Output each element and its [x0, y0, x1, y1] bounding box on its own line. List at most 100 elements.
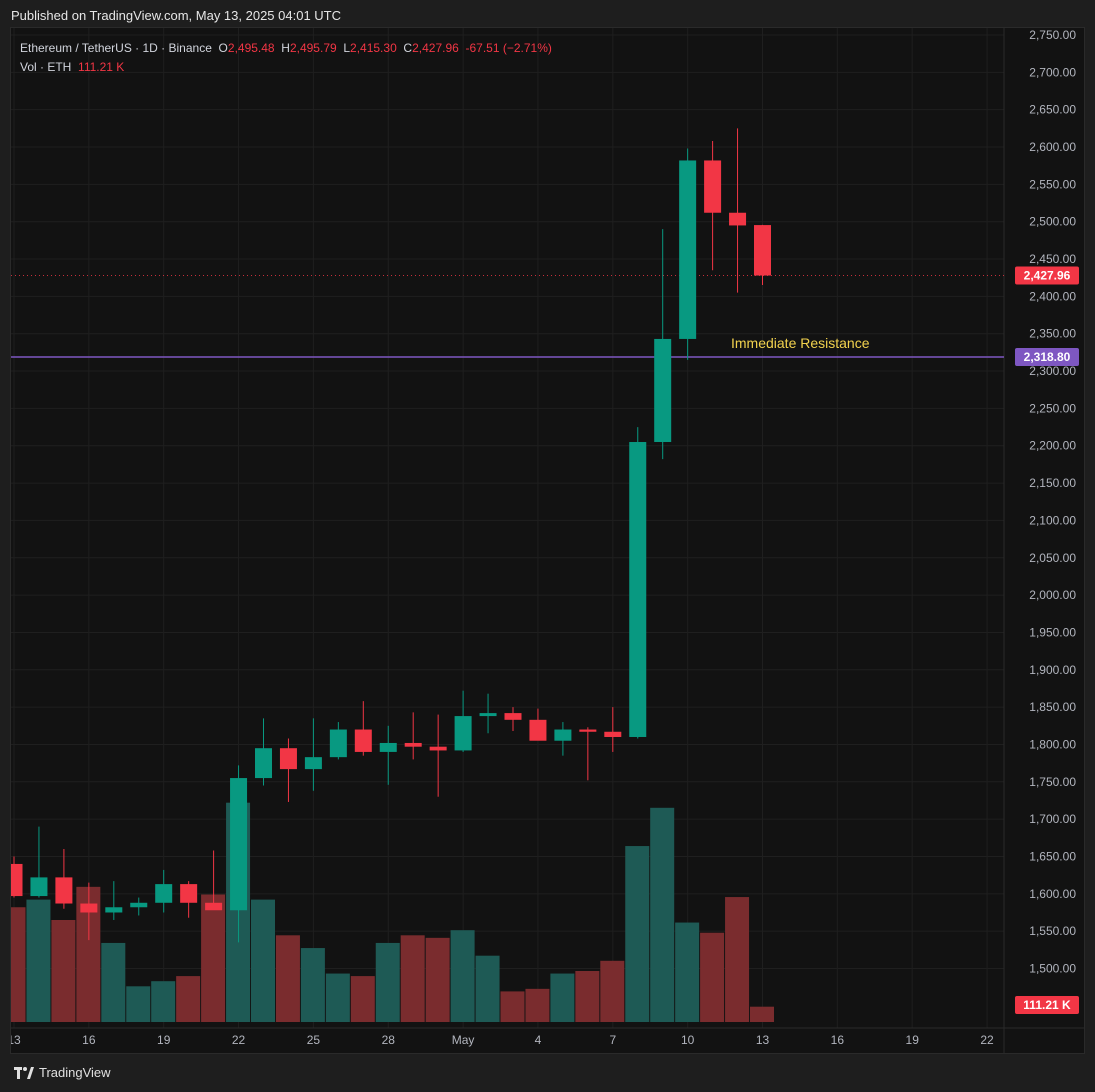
candle [429, 714, 447, 797]
legend-high-label: H [281, 41, 290, 55]
price-tick-label: 2,200.00 [1029, 439, 1076, 453]
candle-body [754, 225, 771, 276]
volume-bar [101, 942, 126, 1022]
legend-volume-label[interactable]: Vol · ETH [20, 60, 72, 74]
candle [180, 881, 198, 918]
volume-bar [251, 899, 275, 1022]
volume-bar [11, 907, 26, 1022]
price-tick-label: 1,700.00 [1029, 812, 1076, 826]
legend-open: 2,495.48 [227, 41, 275, 55]
candle-body [80, 903, 98, 913]
candle [679, 148, 697, 360]
volume-bar [151, 981, 176, 1022]
candle [205, 850, 223, 911]
legend-symbol[interactable]: Ethereum / TetherUS · 1D · Binance [20, 41, 212, 55]
time-tick-label: 16 [831, 1033, 845, 1047]
candle [130, 897, 148, 916]
candle-body [354, 729, 372, 752]
price-tick-label: 2,350.00 [1029, 327, 1076, 341]
time-tick-label: 28 [382, 1033, 396, 1047]
legend-low-label: L [343, 41, 351, 55]
price-tick-label: 1,900.00 [1029, 663, 1076, 677]
volume-bar [176, 976, 201, 1022]
brand-name: TradingView [39, 1065, 111, 1080]
candle-body [454, 716, 472, 751]
legend-line-price: Ethereum / TetherUS · 1D · Binance O2,49… [20, 39, 552, 58]
volume-bar [325, 973, 350, 1022]
legend-close: 2,427.96 [412, 41, 459, 55]
volume-bar [625, 846, 650, 1022]
candle [30, 826, 48, 898]
price-tick-label: 2,250.00 [1029, 401, 1076, 415]
candle [230, 765, 248, 943]
candle-body [255, 748, 272, 779]
legend-line-volume: Vol · ETH 111.21 K [20, 58, 552, 77]
time-tick-label: 19 [906, 1033, 920, 1047]
candle [55, 849, 73, 909]
candle-body [230, 778, 248, 911]
volume-bar [525, 988, 550, 1022]
brand-footer[interactable]: TradingView [14, 1065, 111, 1080]
candlestick-chart[interactable]: Immediate Resistance 2,750.00 2,700.00 2,65… [11, 28, 1084, 1053]
candle [554, 722, 572, 756]
time-tick-label: 25 [307, 1033, 321, 1047]
legend-low: 2,415.30 [350, 41, 397, 55]
volume-bar [650, 807, 675, 1022]
candle [704, 141, 722, 271]
candle [404, 712, 422, 760]
candle-body [11, 863, 23, 897]
candle [11, 856, 23, 898]
volume-bar [600, 960, 625, 1022]
candle-body [479, 713, 497, 717]
volume-bar [550, 973, 575, 1022]
time-tick-label: 16 [82, 1033, 96, 1047]
legend-volume: 111.21 K [78, 60, 125, 74]
current-price-badge-text: 2,427.96 [1024, 268, 1071, 282]
legend-high: 2,495.79 [289, 41, 337, 55]
candle-body [554, 729, 572, 741]
candle [255, 718, 272, 786]
volume-bar [675, 922, 700, 1022]
candle [304, 718, 322, 791]
price-tick-label: 2,000.00 [1029, 588, 1076, 602]
price-tick-label: 2,750.00 [1029, 28, 1076, 42]
price-tick-label: 1,850.00 [1029, 700, 1076, 714]
candle-body [729, 212, 747, 226]
candle [379, 725, 397, 785]
volume-bar [575, 971, 600, 1022]
candle [454, 690, 472, 752]
volume-bar [700, 932, 725, 1022]
price-tick-label: 2,600.00 [1029, 140, 1076, 154]
price-tick-label: 1,500.00 [1029, 962, 1076, 976]
volume-bar [300, 948, 325, 1022]
volume-bar [400, 935, 425, 1022]
volume-bar [51, 920, 76, 1022]
candle-body [329, 729, 347, 758]
candle-body [654, 338, 672, 443]
candle-body [429, 746, 447, 751]
candle-body [604, 731, 622, 737]
candle-body [404, 742, 422, 747]
candle [729, 128, 747, 293]
candle-body [529, 719, 547, 741]
chart-frame[interactable]: Immediate Resistance 2,750.00 2,700.00 2,65… [10, 27, 1085, 1054]
price-tick-label: 1,600.00 [1029, 887, 1076, 901]
time-tick-label: 19 [157, 1033, 171, 1047]
candle-body [180, 884, 198, 903]
candle [654, 229, 672, 460]
candle [504, 707, 522, 732]
volume-badge-bg [1015, 996, 1079, 1014]
volume-bar [126, 986, 151, 1022]
candle-body [55, 877, 73, 904]
volume-bar [350, 976, 375, 1022]
volume-bar [201, 894, 226, 1022]
volume-bar [425, 937, 450, 1022]
volume-badge-text: 111.21 K [1023, 998, 1071, 1012]
current-price-badge-bg [1015, 266, 1079, 285]
price-tick-label: 2,550.00 [1029, 177, 1076, 191]
time-tick-label: 10 [681, 1033, 695, 1047]
time-tick-label: 13 [11, 1033, 21, 1047]
published-caption: Published on TradingView.com, May 13, 20… [11, 8, 342, 23]
candle-body [679, 160, 697, 339]
candle-body [30, 877, 48, 897]
